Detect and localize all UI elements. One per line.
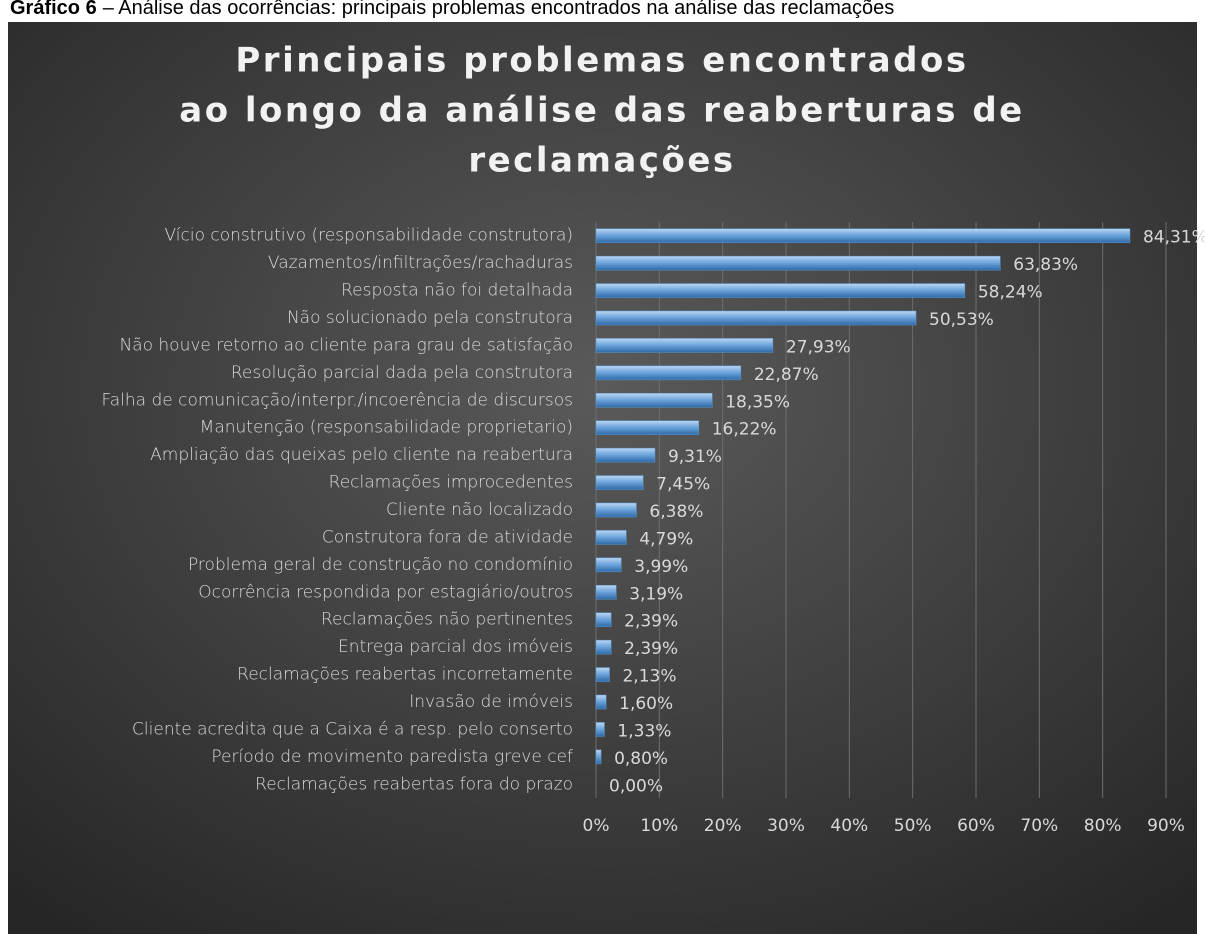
y-tick-label: Período de movimento paredista greve cef — [211, 747, 573, 767]
bar — [595, 585, 617, 600]
y-tick-label: Ocorrência respondida por estagiário/out… — [198, 582, 573, 602]
x-tick-label: 20% — [704, 816, 742, 836]
y-tick-label: Resposta não foi detalhada — [341, 281, 573, 301]
y-tick-label: Manutenção (responsabilidade proprietari… — [200, 418, 573, 438]
y-tick-label: Cliente não localizado — [386, 500, 573, 520]
bar — [595, 447, 656, 463]
data-label: 84,31% — [1143, 228, 1205, 248]
bar — [595, 667, 610, 682]
data-label: 63,83% — [1013, 255, 1078, 275]
y-tick-label: Não houve retorno ao cliente para grau d… — [119, 335, 573, 355]
x-tick-label: 70% — [1020, 816, 1058, 836]
data-label: 2,13% — [622, 667, 676, 687]
data-label: 50,53% — [929, 310, 994, 330]
chart-title: Principais problemas encontrados — [235, 41, 968, 81]
bar — [595, 283, 966, 298]
y-tick-label: Cliente acredita que a Caixa é a resp. p… — [132, 719, 573, 739]
chart-title: ao longo da análise das reaberturas de — [179, 91, 1024, 131]
caption-text: – Análise das ocorrências: principais pr… — [103, 0, 895, 19]
y-tick-label: Reclamações improcedentes — [329, 473, 573, 493]
data-label: 2,39% — [624, 639, 678, 659]
bar — [595, 530, 627, 545]
caption: Gráfico 6 – Análise das ocorrências: prin… — [10, 0, 894, 19]
data-label: 18,35% — [725, 392, 790, 412]
data-label: 2,39% — [624, 612, 678, 632]
y-tick-label: Invasão de imóveis — [409, 692, 573, 712]
x-tick-label: 0% — [583, 816, 610, 836]
bar — [595, 228, 1131, 243]
x-tick-label: 90% — [1147, 816, 1185, 836]
x-tick-label: 40% — [830, 816, 868, 836]
bar — [595, 475, 644, 490]
data-label: 0,80% — [614, 749, 668, 769]
y-tick-label: Resolução parcial dada pela construtora — [231, 363, 573, 383]
y-tick-label: Problema geral de construção no condomín… — [188, 555, 573, 575]
y-tick-label: Entrega parcial dos imóveis — [338, 637, 573, 657]
bar — [595, 722, 605, 737]
y-tick-label: Falha de comunicação/interpr./incoerênci… — [101, 390, 573, 410]
x-tick-label: 50% — [894, 816, 932, 836]
bar — [595, 255, 1001, 271]
data-label: 27,93% — [786, 337, 851, 357]
bar — [595, 310, 917, 326]
bar — [595, 557, 622, 573]
x-tick-label: 60% — [957, 816, 995, 836]
data-label: 9,31% — [668, 447, 722, 467]
y-tick-label: Reclamações reabertas incorretamente — [237, 665, 573, 685]
bar — [595, 749, 602, 765]
caption-label: Gráfico 6 — [10, 0, 97, 19]
y-tick-label: Vício construtivo (responsabilidade cons… — [165, 226, 573, 246]
bar — [595, 393, 713, 408]
bar — [595, 502, 637, 518]
bar — [595, 612, 612, 627]
data-label: 0,00% — [609, 776, 663, 796]
data-label: 1,33% — [617, 721, 671, 741]
data-label: 6,38% — [649, 502, 703, 522]
y-tick-label: Construtora fora de atividade — [322, 527, 573, 547]
y-tick-label: Reclamações reabertas fora do prazo — [255, 774, 573, 794]
bar — [595, 639, 612, 655]
bar — [595, 694, 607, 710]
data-label: 1,60% — [619, 694, 673, 714]
x-tick-label: 30% — [767, 816, 805, 836]
x-tick-label: 10% — [640, 816, 678, 836]
y-tick-label: Vazamentos/infiltrações/rachaduras — [268, 253, 573, 273]
data-label: 3,19% — [629, 584, 683, 604]
data-label: 22,87% — [754, 365, 819, 385]
data-label: 4,79% — [639, 529, 693, 549]
data-label: 7,45% — [656, 475, 710, 495]
data-label: 16,22% — [712, 420, 777, 440]
y-tick-label: Reclamações não pertinentes — [321, 610, 573, 630]
bar — [595, 338, 774, 353]
data-label: 58,24% — [978, 283, 1043, 303]
bar — [595, 365, 742, 381]
data-label: 3,99% — [634, 557, 688, 577]
bar — [595, 420, 699, 435]
y-tick-label: Não solucionado pela construtora — [287, 308, 573, 328]
chart-title: reclamações — [468, 141, 735, 181]
y-tick-label: Ampliação das queixas pelo cliente na re… — [150, 445, 573, 465]
x-tick-label: 80% — [1084, 816, 1122, 836]
